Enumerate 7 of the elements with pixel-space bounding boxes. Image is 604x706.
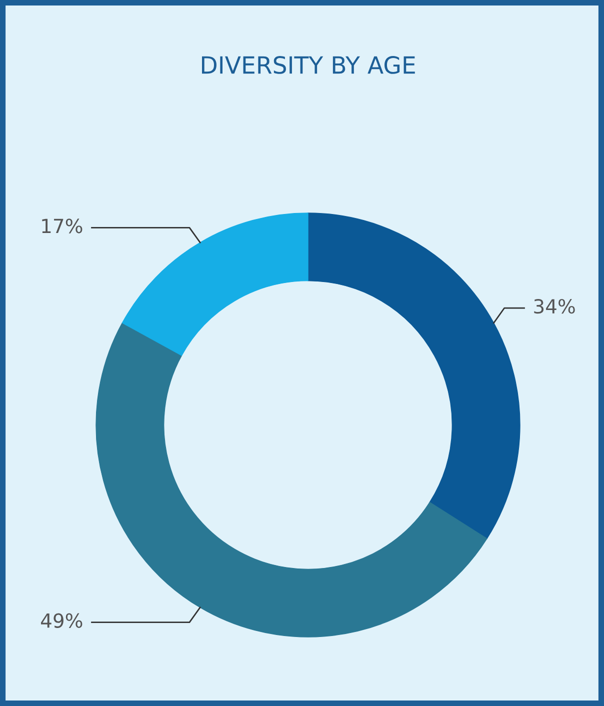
data-label: 17% [42, 218, 82, 234]
data-label: 34% [534, 298, 575, 314]
chart-title: DIVERSITY BY AGE [202, 56, 415, 74]
donut-slice [122, 212, 308, 356]
donut-slice [308, 212, 520, 539]
donut-slice [96, 322, 488, 638]
data-label: 49% [41, 613, 82, 628]
